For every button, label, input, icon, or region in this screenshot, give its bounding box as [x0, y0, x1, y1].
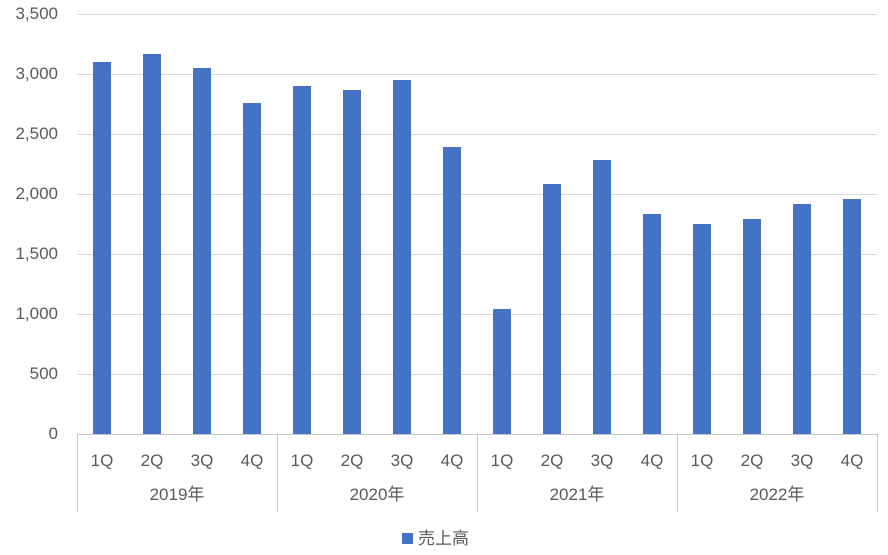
- x-group-label-2020: 2020年: [349, 485, 405, 504]
- gridline-3500: [77, 14, 877, 15]
- gridline-2500: [77, 134, 877, 135]
- x-axis-tick-2020-2Q: 2Q: [340, 451, 364, 470]
- x-axis-tick-2021-1Q: 1Q: [490, 451, 514, 470]
- x-axis-tick-2022-1Q: 1Q: [690, 451, 714, 470]
- y-axis-tick-2500: 2,500: [15, 124, 58, 143]
- bar-2022-1Q: [693, 224, 711, 434]
- legend-swatch-icon: [402, 533, 413, 544]
- x-group-label-2022: 2022年: [749, 485, 805, 504]
- bar-2021-2Q: [543, 184, 561, 434]
- x-axis-tick-2022-3Q: 3Q: [790, 451, 814, 470]
- bar-2020-4Q: [443, 147, 461, 434]
- bar-2020-1Q: [293, 86, 311, 434]
- x-axis-tick-2019-2Q: 2Q: [140, 451, 164, 470]
- bar-2020-3Q: [393, 80, 411, 434]
- group-separator-1: [277, 434, 278, 512]
- bar-2019-2Q: [143, 53, 161, 434]
- group-separator-3: [677, 434, 678, 512]
- x-axis-tick-2019-4Q: 4Q: [240, 451, 264, 470]
- bar-2019-3Q: [193, 68, 211, 434]
- x-axis-tick-2019-3Q: 3Q: [190, 451, 214, 470]
- x-axis-tick-2022-4Q: 4Q: [840, 451, 864, 470]
- gridline-500: [77, 374, 877, 375]
- bar-2022-3Q: [793, 203, 811, 434]
- y-axis-tick-0: 0: [48, 424, 58, 443]
- x-axis-tick-2021-4Q: 4Q: [640, 451, 664, 470]
- x-axis-tick-2019-1Q: 1Q: [90, 451, 114, 470]
- x-group-label-2021: 2021年: [549, 485, 605, 504]
- y-axis-tick-1500: 1,500: [15, 244, 58, 263]
- bar-2020-2Q: [343, 89, 361, 434]
- y-axis-tick-3500: 3,500: [15, 4, 58, 23]
- group-separator-0: [77, 434, 78, 512]
- bar-2021-4Q: [643, 214, 661, 434]
- legend: 売上高: [402, 530, 469, 547]
- y-axis-tick-500: 500: [29, 364, 58, 383]
- gridline-2000: [77, 194, 877, 195]
- x-group-label-2019: 2019年: [149, 485, 205, 504]
- x-axis-tick-2021-3Q: 3Q: [590, 451, 614, 470]
- x-axis-tick-2020-4Q: 4Q: [440, 451, 464, 470]
- y-axis-tick-3000: 3,000: [15, 64, 58, 83]
- gridline-1000: [77, 314, 877, 315]
- x-axis-tick-2020-1Q: 1Q: [290, 451, 314, 470]
- y-axis-tick-2000: 2,000: [15, 184, 58, 203]
- bar-2021-1Q: [493, 309, 511, 434]
- bar-2021-3Q: [593, 160, 611, 434]
- group-separator-2: [477, 434, 478, 512]
- bar-2022-2Q: [743, 219, 761, 434]
- x-axis-tick-2022-2Q: 2Q: [740, 451, 764, 470]
- y-axis-tick-1000: 1,000: [15, 304, 58, 323]
- gridline-1500: [77, 254, 877, 255]
- bar-2019-4Q: [243, 102, 261, 434]
- bar-2022-4Q: [843, 198, 861, 434]
- gridline-3000: [77, 74, 877, 75]
- legend-series-label: 売上高: [418, 529, 469, 548]
- x-axis-tick-2021-2Q: 2Q: [540, 451, 564, 470]
- group-separator-end: [877, 434, 878, 512]
- x-axis-tick-2020-3Q: 3Q: [390, 451, 414, 470]
- bar-2019-1Q: [93, 62, 111, 434]
